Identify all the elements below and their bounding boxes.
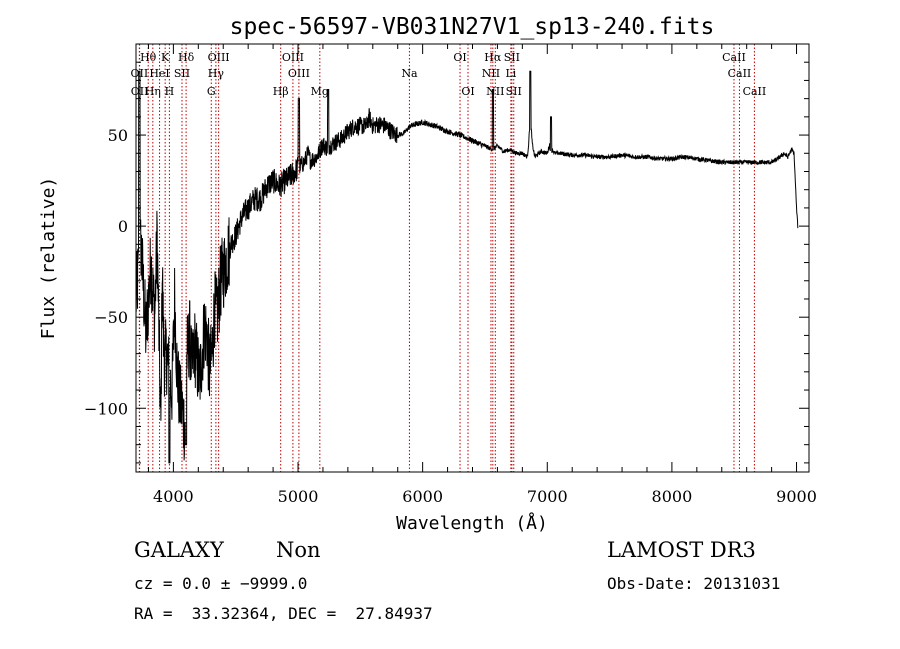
line-label-22: SII: [504, 51, 520, 64]
y-tick-label-2: −50: [94, 308, 128, 327]
x-axis-label: Wavelength (Å): [396, 512, 548, 534]
line-label-24: SII: [506, 85, 522, 98]
line-label-17: OI: [453, 51, 466, 64]
line-label-6: H: [165, 85, 175, 98]
y-tick-label-0: 50: [108, 126, 128, 145]
line-label-11: Hγ: [208, 67, 225, 80]
emission-line-markers: [138, 44, 755, 472]
line-label-15: Mg: [311, 85, 329, 98]
line-label-13: OIII: [282, 51, 304, 64]
line-label-5: K: [161, 51, 170, 64]
line-label-16: Na: [401, 67, 418, 80]
redshift-readout: cz = 0.0 ± −9999.0: [134, 574, 308, 593]
x-axis: 4000 5000 6000 7000 8000 9000: [147, 44, 817, 506]
x-tick-label-0: 4000: [153, 487, 194, 506]
line-label-26: CaII: [728, 67, 752, 80]
x-tick-label-4: 8000: [652, 487, 693, 506]
y-tick-label-3: −100: [84, 399, 128, 418]
x-tick-label-5: 9000: [776, 487, 817, 506]
y-tick-label-1: 0: [118, 217, 128, 236]
spectrum-layer: [135, 70, 799, 464]
survey-name: LAMOST DR3: [607, 538, 756, 562]
y-axis: 50 0 −50 −100: [84, 61, 809, 464]
line-label-3: Hη: [145, 85, 161, 98]
emission-line-labels: OIIOIIHθHηHeIKHSIIHδGOIIIHγHβOIIIOIIIMgN…: [131, 51, 767, 98]
x-tick-label-1: 5000: [278, 487, 319, 506]
x-tick-label-3: 7000: [527, 487, 568, 506]
line-label-12: Hβ: [273, 85, 289, 98]
line-label-4: HeI: [149, 67, 169, 80]
spectrum-line: [135, 70, 799, 464]
object-subclass: Non: [276, 538, 321, 562]
line-label-9: G: [207, 85, 216, 98]
observation-date: Obs-Date: 20131031: [607, 574, 781, 593]
line-label-21: NII: [486, 85, 504, 98]
plot-frame: [135, 43, 810, 473]
line-label-20: NII: [482, 67, 500, 80]
line-label-2: Hθ: [140, 51, 157, 64]
line-label-8: Hδ: [178, 51, 195, 64]
line-label-27: CaII: [743, 85, 767, 98]
chart-title: spec-56597-VB031N27V1_sp13-240.fits: [230, 14, 715, 40]
line-label-25: CaII: [722, 51, 746, 64]
line-label-23: Li: [505, 67, 516, 80]
coordinates-readout: RA = 33.32364, DEC = 27.84937: [134, 604, 433, 623]
x-tick-label-2: 6000: [402, 487, 443, 506]
line-label-10: OIII: [208, 51, 230, 64]
line-label-7: SII: [174, 67, 190, 80]
line-label-0: OII: [131, 67, 149, 80]
line-label-14: OIII: [288, 67, 310, 80]
line-label-19: Hα: [484, 51, 502, 64]
y-axis-label: Flux (relative): [38, 177, 59, 340]
object-class: GALAXY: [134, 538, 224, 562]
line-label-18: OI: [461, 85, 474, 98]
